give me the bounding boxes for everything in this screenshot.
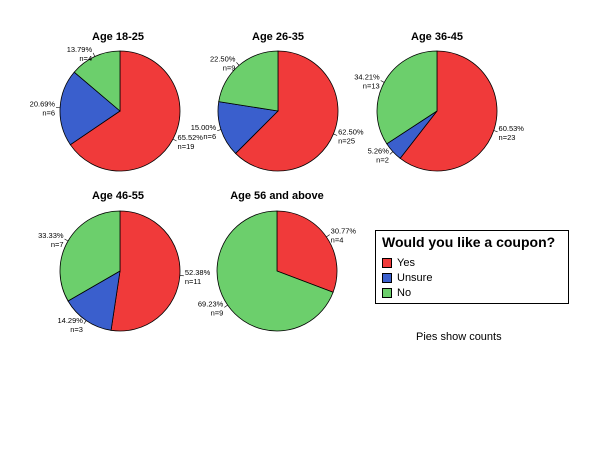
legend-swatch-unsure xyxy=(382,273,392,283)
footnote: Pies show counts xyxy=(416,331,502,343)
pie-slice-age-56-and-above-no xyxy=(216,210,334,332)
pie-label-count: n=7 xyxy=(51,240,64,249)
pie-slice-age-26-35-yes xyxy=(235,50,339,172)
pie-label-count: n=2 xyxy=(376,155,389,164)
pie-slice-age-18-25-yes xyxy=(69,50,181,172)
pie-title-age-46-55: Age 46-55 xyxy=(92,190,144,202)
pie-label-percent: 34.21% xyxy=(354,73,380,82)
pie-label-age-56-and-above-no: 69.23%n=9 xyxy=(198,299,228,317)
pie-label-age-46-55-no: 33.33%n=7 xyxy=(38,231,69,249)
pie-slice-age-46-55-no xyxy=(59,210,121,302)
pie-slice-age-18-25-unsure xyxy=(59,71,121,146)
pie-chart-age-56-and-above: Age 56 and above 30.77%n=4 69.23%n=9 xyxy=(198,190,356,332)
legend-item-unsure: Unsure xyxy=(382,271,432,285)
pie-label-age-26-35-unsure: 15.00%n=6 xyxy=(191,123,222,141)
pie-label-age-36-45-yes: 60.53%n=23 xyxy=(493,124,525,142)
pie-label-count: n=6 xyxy=(203,132,216,141)
pie-label-age-56-and-above-yes: 30.77%n=4 xyxy=(326,227,356,245)
pie-chart-age-36-45: Age 36-45 60.53%n=23 5.26%n=2 34.21%n=13 xyxy=(354,31,525,172)
pie-label-age-36-45-no: 34.21%n=13 xyxy=(354,73,385,91)
pie-label-age-46-55-yes: 52.38%n=11 xyxy=(179,268,211,286)
legend-title: Would you like a coupon? xyxy=(382,234,556,250)
pie-chart-age-46-55: Age 46-55 52.38%n=11 14.29%n=3 33.33%n=7 xyxy=(38,190,210,334)
pie-slice-age-26-35-no xyxy=(218,50,279,112)
pie-label-age-46-55-unsure: 14.29%n=3 xyxy=(58,316,87,334)
pie-label-age-26-35-no: 22.50%n=9 xyxy=(210,54,240,72)
pie-label-count: n=19 xyxy=(178,142,195,151)
pie-label-count: n=9 xyxy=(211,308,224,317)
pie-label-age-36-45-unsure: 5.26%n=2 xyxy=(368,146,394,164)
pie-label-count: n=4 xyxy=(79,54,92,63)
pie-slice-age-26-35-unsure xyxy=(217,101,279,154)
pie-title-age-18-25: Age 18-25 xyxy=(92,31,144,43)
pie-label-percent: 20.69% xyxy=(30,100,56,109)
pie-slice-age-56-and-above-yes xyxy=(276,210,338,293)
legend-label-no: No xyxy=(397,287,412,299)
pie-label-count: n=11 xyxy=(185,277,201,286)
pie-label-count: n=25 xyxy=(338,136,355,145)
pie-label-percent: 14.29% xyxy=(58,316,84,325)
legend-swatch-yes xyxy=(382,258,392,268)
pie-label-count: n=3 xyxy=(70,325,83,334)
legend-item-no: No xyxy=(382,286,411,300)
legend-item-yes: Yes xyxy=(382,256,415,270)
pie-chart-age-26-35: Age 26-35 62.50%n=25 15.00%n=6 22.50%n=9 xyxy=(191,31,364,172)
pie-slice-age-46-55-yes xyxy=(110,210,181,332)
pie-label-percent: 69.23% xyxy=(198,299,224,308)
pie-title-age-26-35: Age 26-35 xyxy=(252,31,304,43)
pie-label-percent: 62.50% xyxy=(338,127,364,136)
pie-label-percent: 15.00% xyxy=(191,123,217,132)
pie-label-percent: 13.79% xyxy=(67,45,93,54)
pie-label-count: n=23 xyxy=(499,133,516,142)
pie-slice-age-18-25-no xyxy=(73,50,121,112)
pie-label-count: n=6 xyxy=(42,109,55,118)
pie-label-percent: 33.33% xyxy=(38,231,64,240)
pie-label-percent: 22.50% xyxy=(210,54,236,63)
legend-swatch-no xyxy=(382,288,392,298)
pie-label-age-18-25-yes: 65.52%n=19 xyxy=(172,133,204,151)
pie-slice-age-46-55-unsure xyxy=(67,270,121,331)
pie-label-age-18-25-no: 13.79%n=4 xyxy=(67,45,96,63)
legend-label-yes: Yes xyxy=(397,257,415,269)
pie-label-percent: 52.38% xyxy=(185,268,211,277)
legend: Would you like a coupon? Yes Unsure No xyxy=(375,230,569,304)
pie-label-percent: 65.52% xyxy=(178,133,204,142)
pie-label-age-18-25-unsure: 20.69%n=6 xyxy=(30,100,61,118)
pie-label-percent: 30.77% xyxy=(331,227,357,236)
legend-label-unsure: Unsure xyxy=(397,272,433,284)
pie-chart-age-18-25: Age 18-25 65.52%n=19 20.69%n=6 13.79%n=4 xyxy=(30,31,204,172)
pie-label-count: n=9 xyxy=(223,63,236,72)
pie-label-age-26-35-yes: 62.50%n=25 xyxy=(333,127,364,145)
pie-title-age-56-and-above: Age 56 and above xyxy=(230,190,324,202)
pie-label-count: n=4 xyxy=(331,236,344,245)
pie-title-age-36-45: Age 36-45 xyxy=(411,31,463,43)
pie-label-percent: 5.26% xyxy=(368,146,390,155)
pie-label-count: n=13 xyxy=(363,82,380,91)
pie-label-percent: 60.53% xyxy=(499,124,525,133)
